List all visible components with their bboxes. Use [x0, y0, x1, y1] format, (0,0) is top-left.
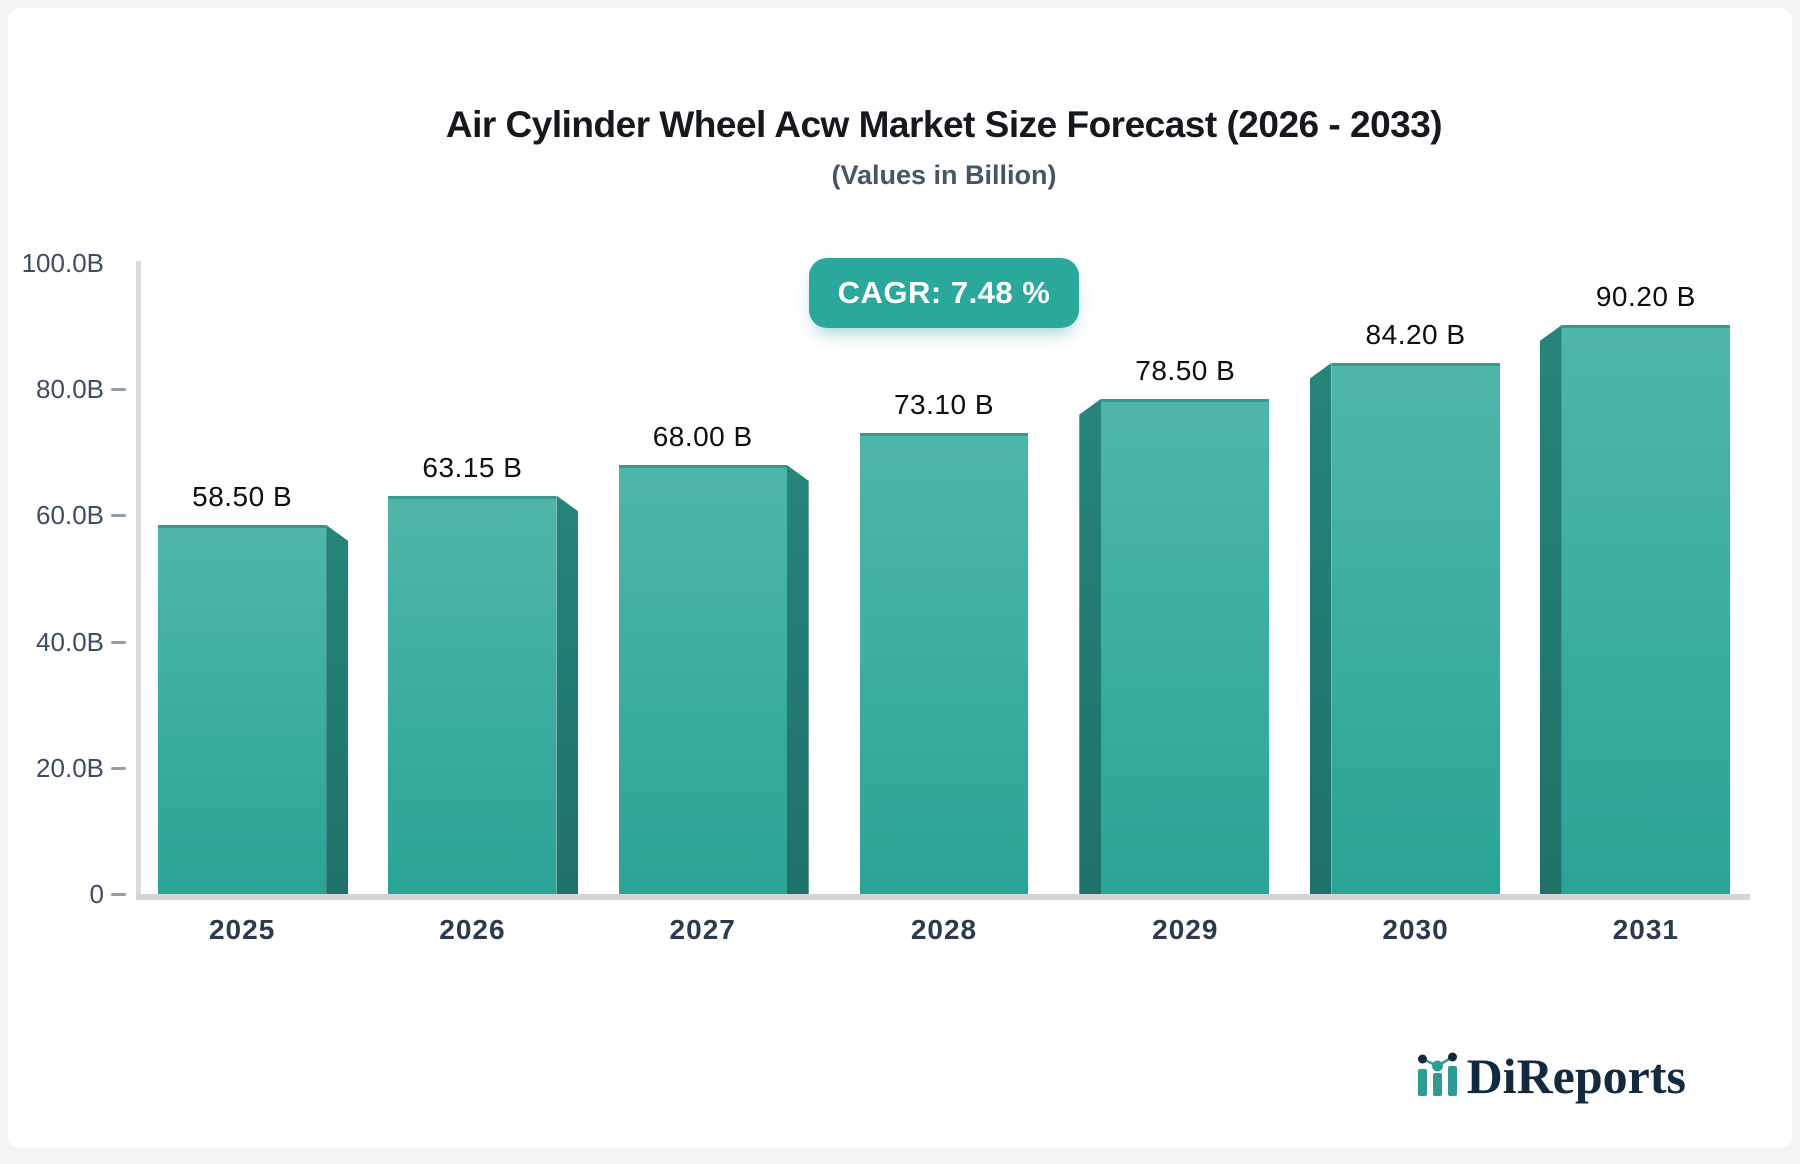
x-axis-label: 2027 — [669, 914, 736, 945]
cagr-badge: CAGR: 7.48 % — [809, 258, 1079, 328]
bar-value-label: 78.50 B — [1135, 354, 1236, 386]
y-tick-mark — [111, 514, 126, 518]
bar — [1101, 398, 1270, 894]
bar-value-label: 68.00 B — [652, 420, 753, 452]
bar-side-3d — [1079, 398, 1102, 894]
y-tick-label: 40.0B — [36, 626, 104, 657]
bar-value-label: 73.10 B — [893, 388, 995, 420]
chart-subtitle: (Values in Billion) — [831, 160, 1057, 190]
x-axis-label: 2030 — [1382, 914, 1449, 945]
bar-side-3d — [1309, 362, 1332, 894]
x-axis-label: 2029 — [1152, 914, 1219, 945]
bar — [388, 495, 557, 894]
bar-side-3d — [326, 524, 349, 894]
x-axis-label: 2026 — [439, 914, 506, 945]
x-axis-label: 2028 — [910, 914, 978, 945]
y-axis-line — [136, 261, 141, 900]
x-axis-line — [136, 894, 1750, 900]
chart-header: Air Cylinder Wheel Acw Market Size Forec… — [138, 8, 1750, 190]
bar — [618, 464, 787, 894]
y-tick-mark — [111, 640, 126, 644]
bar — [1561, 324, 1730, 894]
bar-chart: 100.0B 80.0B 60.0B 40.0B 20.0B 0 58.50 B 2025 63… — [8, 8, 1800, 1164]
brand-name: DiReports — [1466, 1048, 1686, 1104]
x-axis-label: 2025 — [208, 914, 276, 945]
bar — [1331, 362, 1500, 894]
bar — [860, 432, 1028, 894]
bar-value-label: 84.20 B — [1365, 318, 1466, 350]
bar-value-label: 63.15 B — [422, 451, 523, 483]
mini-bar-chart-icon — [1417, 1052, 1457, 1096]
bar-value-label: 90.20 B — [1595, 280, 1696, 312]
y-tick-label: 60.0B — [36, 500, 104, 531]
y-tick-label: 20.0B — [36, 752, 104, 783]
y-tick-label: 80.0B — [36, 374, 104, 405]
bar-side-3d — [786, 464, 809, 894]
chart-title: Air Cylinder Wheel Acw Market Size Forec… — [445, 104, 1443, 145]
x-axis-label: 2031 — [1612, 914, 1679, 945]
y-tick-label: 100.0B — [21, 248, 104, 278]
bar-side-3d — [1539, 324, 1562, 894]
bar-value-label: 58.50 B — [192, 480, 293, 512]
y-tick-label: 0 — [89, 879, 104, 909]
y-tick-mark — [111, 388, 126, 392]
chart-card: Air Cylinder Wheel Acw Market Size Forec… — [8, 8, 1792, 1148]
bar-side-3d — [556, 495, 579, 894]
bar — [158, 524, 327, 894]
y-tick-mark — [111, 893, 126, 896]
y-tick-mark — [111, 766, 126, 770]
brand-logo: DiReports — [1416, 1040, 1686, 1104]
